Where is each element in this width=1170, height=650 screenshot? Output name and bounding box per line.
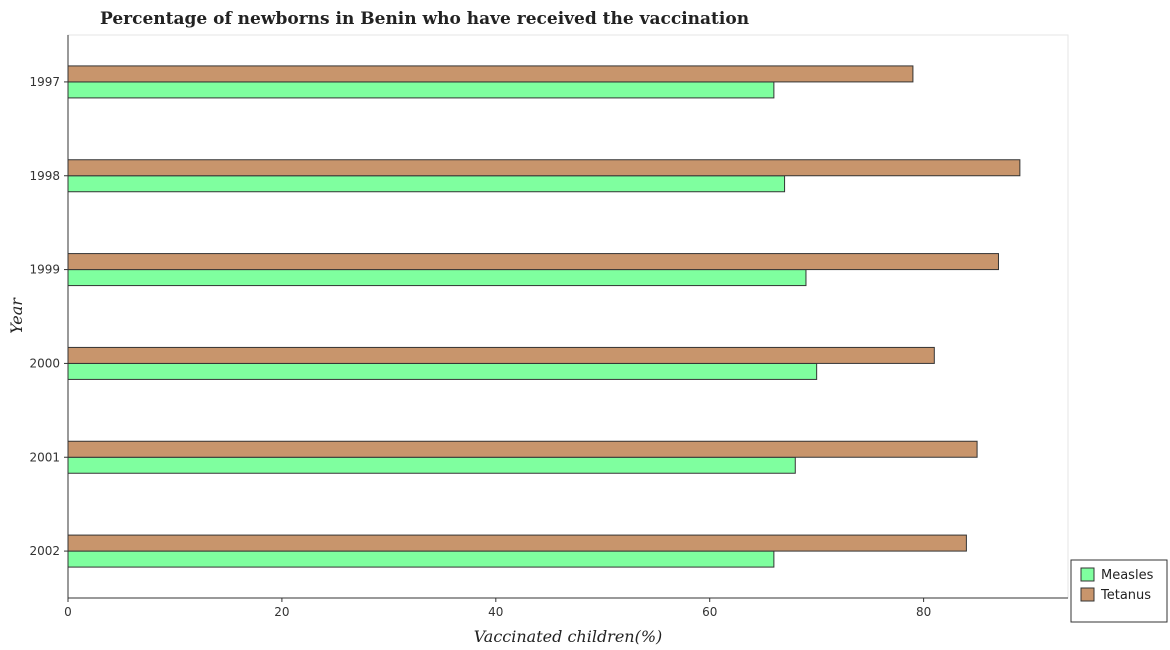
x-tick-label: 0 (64, 605, 72, 619)
bar-tetanus-1998 (67, 159, 1021, 177)
x-tick-label: 60 (702, 605, 717, 619)
bar-measles-2002 (67, 550, 775, 568)
x-axis-label: Vaccinated children(%) (474, 627, 663, 646)
bar-tetanus-2001 (67, 440, 978, 458)
bar-tetanus-1997 (67, 65, 914, 83)
y-tick-label: 1998 (29, 169, 60, 183)
x-tick-label: 40 (488, 605, 503, 619)
x-tick-label: 20 (274, 605, 289, 619)
y-tick-label: 2002 (29, 544, 60, 558)
bar-measles-1997 (67, 81, 775, 99)
y-tick-label: 2001 (29, 450, 60, 464)
y-tick-label: 1997 (29, 75, 60, 89)
y-tick-label: 1999 (29, 263, 60, 277)
legend-label-tetanus: Tetanus (1100, 588, 1151, 603)
y-axis-label: Year (7, 297, 26, 334)
legend-label-measles: Measles (1101, 568, 1154, 583)
y-tick-label: 2000 (29, 356, 60, 370)
legend-swatch-tetanus (1080, 587, 1095, 602)
x-tick-label: 80 (916, 605, 931, 619)
bar-tetanus-2002 (67, 534, 967, 552)
x-axis: 0 20 40 60 80 (64, 597, 1068, 619)
legend-swatch-measles (1080, 567, 1095, 582)
legend: Measles Tetanus (1070, 559, 1168, 623)
y-axis: 1997 1998 1999 2000 2001 2002 (29, 35, 69, 598)
bar-tetanus-2000 (67, 346, 935, 364)
bar-measles-2001 (67, 456, 796, 474)
bar-measles-2000 (67, 362, 818, 380)
bar-measles-1998 (67, 175, 786, 193)
bar-tetanus-1999 (67, 253, 999, 271)
plot-area (67, 34, 1069, 599)
bar-measles-1999 (67, 269, 807, 287)
chart-title: Percentage of newborns in Benin who have… (100, 9, 749, 29)
